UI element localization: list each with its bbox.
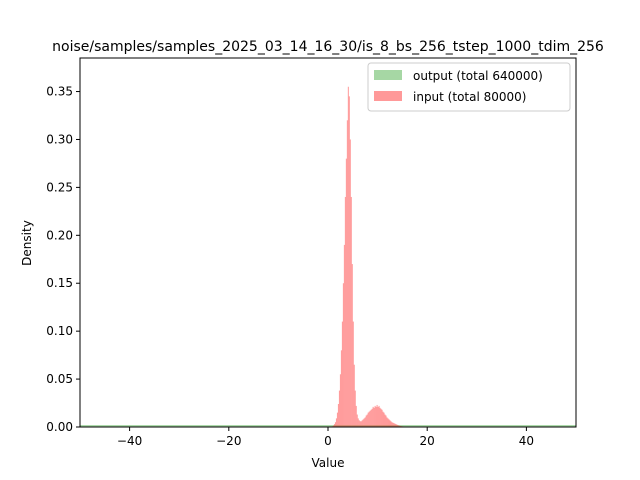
legend-swatch-input [374,91,402,101]
input-bar [380,408,382,427]
input-bar [382,411,384,427]
input-bar [391,422,393,427]
x-tick-label: −20 [216,434,241,448]
input-bar [339,374,341,427]
input-bar [386,417,388,427]
input-bar [364,417,366,427]
input-bar [335,418,337,427]
input-bar [344,196,346,427]
input-bar [397,425,399,427]
input-bar [341,321,343,427]
input-bar [360,421,362,427]
input-bar [398,425,400,427]
input-bar [385,415,387,427]
y-tick-label: 0.35 [46,85,73,99]
input-bar [369,410,371,427]
input-bar [345,158,347,428]
input-bar [342,283,344,427]
y-axis-ticks: 0.00 0.05 0.10 0.15 0.20 0.25 0.30 0.35 [46,85,80,434]
y-tick-label: 0.20 [46,228,73,242]
chart-title: noise/samples/samples_2025_03_14_16_30/i… [52,39,604,55]
input-bar [340,350,342,427]
plot-frame [79,57,577,428]
x-axis-ticks: −40 −20 0 20 40 [117,427,534,448]
input-bar [356,414,358,427]
input-bar [389,420,391,427]
input-bar [354,390,356,427]
input-bar [394,423,396,427]
x-tick-label: −40 [117,434,142,448]
input-bar [359,421,361,427]
input-bar [351,264,353,427]
input-bar [378,405,380,427]
input-series [330,86,406,428]
input-bar [353,364,355,427]
input-bar [352,321,354,427]
plot-area [80,86,576,428]
input-bar [336,412,338,427]
input-bar [387,418,389,427]
input-bar [396,424,398,427]
y-tick-label: 0.05 [46,372,73,386]
input-bar [373,407,375,427]
input-bar [357,418,359,427]
output-series [80,425,576,427]
input-bar [383,412,385,427]
input-bar [348,96,350,428]
input-bar [365,415,367,427]
x-axis-label: Value [312,456,345,470]
legend-swatch-output [374,70,402,80]
input-bar [392,422,394,427]
input-bar [377,406,379,427]
y-tick-label: 0.30 [46,132,73,146]
input-bar [375,406,377,427]
input-bar [355,405,357,427]
input-bar [388,419,390,427]
legend-label-output: output (total 640000) [413,69,543,83]
input-bar [366,414,368,427]
input-bar [367,412,369,427]
input-bar [399,425,401,427]
input-bar [358,420,360,427]
y-tick-label: 0.10 [46,324,73,338]
input-bar [376,404,378,427]
input-bar [371,408,373,427]
input-bar [361,420,363,427]
input-bar [349,139,351,427]
input-bar [395,424,397,427]
input-bar [333,424,335,427]
input-bar [381,409,383,427]
input-bar [363,418,365,427]
x-tick-label: 40 [519,434,534,448]
input-bar [374,405,376,427]
input-bar [384,414,386,427]
input-bar [350,196,352,427]
input-bar [346,120,348,427]
y-tick-label: 0.00 [46,420,73,434]
input-bar [347,86,349,428]
input-bar [343,244,345,427]
x-tick-label: 0 [324,434,332,448]
input-bar [393,423,395,427]
x-tick-label: 20 [420,434,435,448]
input-bar [390,421,392,427]
input-bar [332,425,334,427]
legend-label-input: input (total 80000) [413,90,526,104]
legend-frame [367,62,571,112]
input-bar [370,409,372,427]
y-axis-label: Density [20,220,34,266]
output-bar [80,425,576,427]
y-tick-label: 0.25 [46,180,73,194]
input-bar [368,411,370,427]
legend: output (total 640000) input (total 80000… [367,62,571,112]
input-bar [334,422,336,427]
input-bar [379,407,381,427]
input-bar [338,390,340,427]
input-bar [372,406,374,427]
input-bar [362,419,364,427]
input-bar [337,403,339,427]
y-tick-label: 0.15 [46,276,73,290]
